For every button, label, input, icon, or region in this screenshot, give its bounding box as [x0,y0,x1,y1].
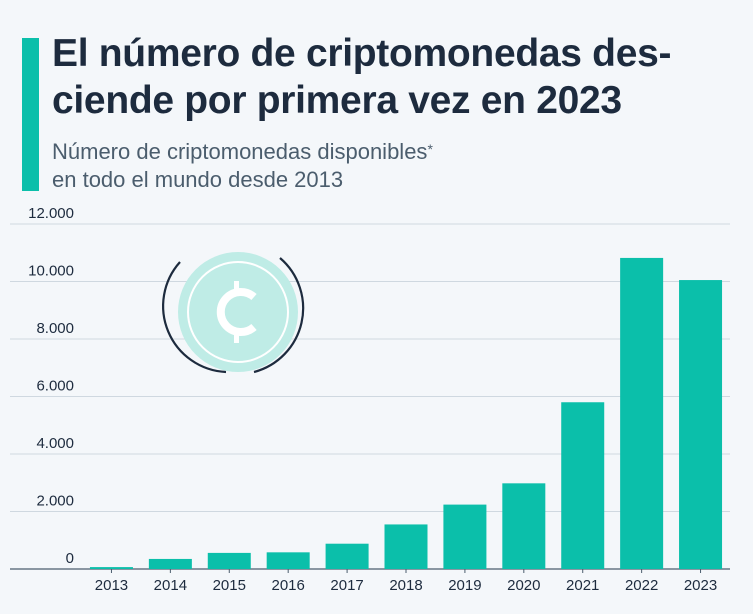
x-tick-label: 2016 [271,577,304,594]
x-tick-label: 2015 [213,577,246,594]
x-tick-label: 2019 [448,577,481,594]
bar-2018 [384,524,428,569]
accent-bar [22,38,39,191]
grid-lines [10,223,730,570]
title-line-2: ciende por primera vez en 2023 [52,79,622,122]
x-tick-label: 2021 [566,577,599,594]
x-tick-label: 2023 [684,577,717,594]
bars [89,257,723,569]
y-tick-label: 4.000 [36,435,74,452]
y-tick-label: 12.000 [28,205,74,222]
bar-2017 [325,543,369,569]
chart-subtitle: Número de criptomonedas disponibles* en … [52,138,612,194]
x-tick-label: 2014 [154,577,187,594]
bar-2013 [89,567,133,569]
subtitle-line-1: Número de criptomonedas disponibles [52,139,428,164]
footnote-mark: * [427,141,433,157]
x-axis: 2013 2014 2015 2016 2017 2018 2019 2020 2021 2022… [95,569,717,594]
bar-2015 [207,552,251,569]
bar-2023 [679,280,723,569]
chart-title: El número de criptomonedas des- ciende p… [52,30,742,124]
cent-coin-icon [162,252,305,374]
bar-2021 [561,402,605,569]
x-tick-label: 2022 [625,577,658,594]
y-tick-label: 8.000 [36,320,74,337]
y-tick-label: 0 [66,550,74,567]
bar-2014 [148,558,192,569]
x-tick-label: 2018 [389,577,422,594]
y-axis: 0 2.000 4.000 6.000 8.000 10.000 12.000 [28,205,74,567]
y-tick-label: 10.000 [28,263,74,280]
bar-2022 [620,257,664,569]
y-tick-label: 6.000 [36,378,74,395]
title-line-1: El número de criptomonedas des- [52,32,672,75]
bar-2016 [266,552,310,569]
x-tick-label: 2013 [95,577,128,594]
y-tick-label: 2.000 [36,493,74,510]
x-tick-label: 2020 [507,577,540,594]
x-tick-label: 2017 [330,577,363,594]
subtitle-line-2: en todo el mundo desde 2013 [52,167,344,192]
bar-2019 [443,504,487,569]
bar-2020 [502,483,546,569]
